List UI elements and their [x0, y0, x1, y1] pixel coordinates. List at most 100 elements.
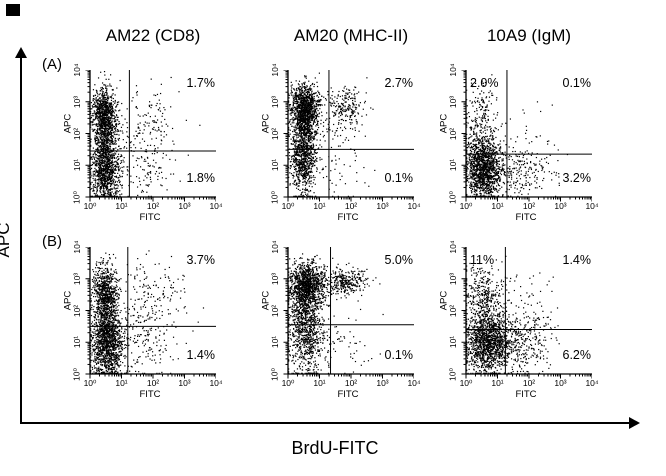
global-y-axis-label: APC — [0, 222, 13, 258]
y-tick-label: 10⁴ — [270, 240, 280, 254]
x-axis-label: FITC — [139, 389, 161, 400]
y-tick-label: 10¹ — [448, 336, 458, 349]
column-title-10a9: 10A9 (IgM) — [486, 26, 572, 45]
y-tick-label: 10³ — [270, 95, 280, 108]
quadrant-percentage-bottom-right: 0.1% — [384, 348, 414, 362]
flow-plot-b-am22: 10⁰ 10¹ 10² 10³ 10⁴ 10⁰ 10¹ 10² 10³ 10⁴ FITC APC 3.7… — [63, 240, 223, 400]
quadrant-percentage-top-right: 1.7% — [186, 76, 216, 90]
x-tick-label: 10² — [344, 201, 358, 211]
x-axis-label: FITC — [337, 389, 359, 400]
x-tick-label: 10³ — [178, 201, 191, 211]
y-tick-label: 10⁴ — [270, 63, 280, 77]
quadrant-percentage-top-left: 2.0% — [470, 76, 499, 90]
y-tick-label: 10⁴ — [72, 240, 82, 254]
flow-plot-a-am22: 10⁰ 10¹ 10² 10³ 10⁴ 10⁰ 10¹ 10² 10³ 10⁴ FITC APC 1.7… — [63, 63, 223, 223]
x-tick-label: 10¹ — [115, 201, 128, 211]
y-tick-label: 10⁴ — [72, 63, 82, 77]
flow-plot-a-10a9: 10⁰ 10¹ 10² 10³ 10⁴ 10⁰ 10¹ 10² 10³ 10⁴ FITC APC 2.0… — [439, 63, 599, 223]
flow-plot-a-am20: 10⁰ 10¹ 10² 10³ 10⁴ 10⁰ 10¹ 10² 10³ 10⁴ FITC APC 2.7… — [261, 63, 421, 223]
y-tick-label: 10² — [72, 304, 82, 317]
scatter-canvas — [84, 247, 216, 380]
x-axis-label: FITC — [337, 212, 359, 223]
column-title-am22: AM22 (CD8) — [105, 26, 201, 45]
x-tick-label: 10² — [344, 378, 358, 388]
y-tick-label: 10⁰ — [447, 191, 458, 204]
y-tick-label: 10³ — [72, 272, 82, 285]
x-tick-label: 10² — [522, 378, 536, 388]
y-tick-label: 10⁴ — [448, 240, 458, 254]
y-tick-label: 10³ — [270, 272, 280, 285]
x-tick-label: 10⁰ — [459, 201, 473, 211]
quadrant-percentage-bottom-right: 1.8% — [186, 171, 216, 185]
x-tick-label: 10³ — [178, 378, 191, 388]
x-tick-label: 10⁴ — [585, 378, 599, 388]
x-tick-label: 10⁴ — [407, 378, 421, 388]
x-tick-label: 10⁴ — [209, 378, 223, 388]
x-tick-label: 10² — [146, 378, 160, 388]
flow-plot-b-10a9: 10⁰ 10¹ 10² 10³ 10⁴ 10⁰ 10¹ 10² 10³ 10⁴ FITC APC 11%… — [439, 240, 599, 400]
x-tick-label: 10³ — [554, 201, 567, 211]
flow-plot-b-am20: 10⁰ 10¹ 10² 10³ 10⁴ 10⁰ 10¹ 10² 10³ 10⁴ FITC APC 5.0… — [261, 240, 421, 400]
x-axis-label: FITC — [139, 212, 161, 223]
x-tick-label: 10² — [146, 201, 160, 211]
x-tick-label: 10¹ — [491, 378, 504, 388]
y-tick-label: 10¹ — [448, 159, 458, 172]
y-tick-label: 10¹ — [270, 159, 280, 172]
y-axis-label: APC — [260, 113, 272, 134]
y-tick-label: 10³ — [448, 272, 458, 285]
quadrant-percentage-top-right: 5.0% — [384, 253, 414, 267]
y-tick-label: 10³ — [448, 95, 458, 108]
x-tick-label: 10³ — [376, 378, 389, 388]
x-tick-label: 10⁰ — [459, 378, 473, 388]
row-label-a: (A) — [42, 56, 62, 73]
y-tick-label: 10¹ — [270, 336, 280, 349]
x-tick-label: 10⁴ — [585, 201, 599, 211]
quadrant-percentage-bottom-right: 1.4% — [186, 348, 216, 362]
y-tick-label: 10⁰ — [269, 191, 280, 204]
x-tick-label: 10⁰ — [281, 201, 295, 211]
quadrant-percentage-bottom-right: 6.2% — [562, 348, 592, 362]
y-axis-arrowhead-icon — [15, 47, 27, 58]
y-tick-label: 10² — [448, 127, 458, 140]
y-axis-label: APC — [62, 113, 74, 134]
x-tick-label: 10⁰ — [83, 378, 97, 388]
quadrant-percentage-top-right: 0.1% — [562, 76, 592, 90]
y-tick-label: 10⁰ — [71, 368, 82, 381]
y-tick-label: 10² — [270, 304, 280, 317]
row-label-b: (B) — [42, 233, 62, 250]
scatter-canvas — [282, 70, 414, 203]
x-tick-label: 10¹ — [313, 201, 326, 211]
scatter-canvas — [282, 247, 414, 380]
y-tick-label: 10² — [448, 304, 458, 317]
x-tick-label: 10² — [522, 201, 536, 211]
y-axis-label: APC — [438, 290, 450, 311]
x-tick-label: 10⁰ — [281, 378, 295, 388]
x-axis-label: FITC — [515, 212, 537, 223]
scatter-canvas — [460, 70, 592, 203]
x-tick-label: 10⁴ — [407, 201, 421, 211]
y-tick-label: 10³ — [72, 95, 82, 108]
x-tick-label: 10³ — [554, 378, 567, 388]
y-tick-label: 10⁰ — [269, 368, 280, 381]
corner-mark — [6, 4, 20, 16]
y-axis-label: APC — [260, 290, 272, 311]
y-axis-arrow-line — [20, 57, 22, 423]
y-tick-label: 10¹ — [72, 159, 82, 172]
quadrant-percentage-top-left: 11% — [470, 253, 495, 267]
x-axis-arrowhead-icon — [629, 417, 640, 429]
global-x-axis-label: BrdU-FITC — [291, 438, 379, 458]
y-axis-label: APC — [62, 290, 74, 311]
x-tick-label: 10³ — [376, 201, 389, 211]
x-tick-label: 10¹ — [115, 378, 128, 388]
quadrant-percentage-bottom-right: 0.1% — [384, 171, 414, 185]
x-tick-label: 10¹ — [491, 201, 504, 211]
x-tick-label: 10⁴ — [209, 201, 223, 211]
quadrant-percentage-top-right: 3.7% — [186, 253, 216, 267]
y-tick-label: 10⁰ — [71, 191, 82, 204]
y-tick-label: 10¹ — [72, 336, 82, 349]
y-tick-label: 10² — [270, 127, 280, 140]
y-axis-label: APC — [438, 113, 450, 134]
quadrant-percentage-top-right: 1.4% — [562, 253, 592, 267]
x-axis-label: FITC — [515, 389, 537, 400]
